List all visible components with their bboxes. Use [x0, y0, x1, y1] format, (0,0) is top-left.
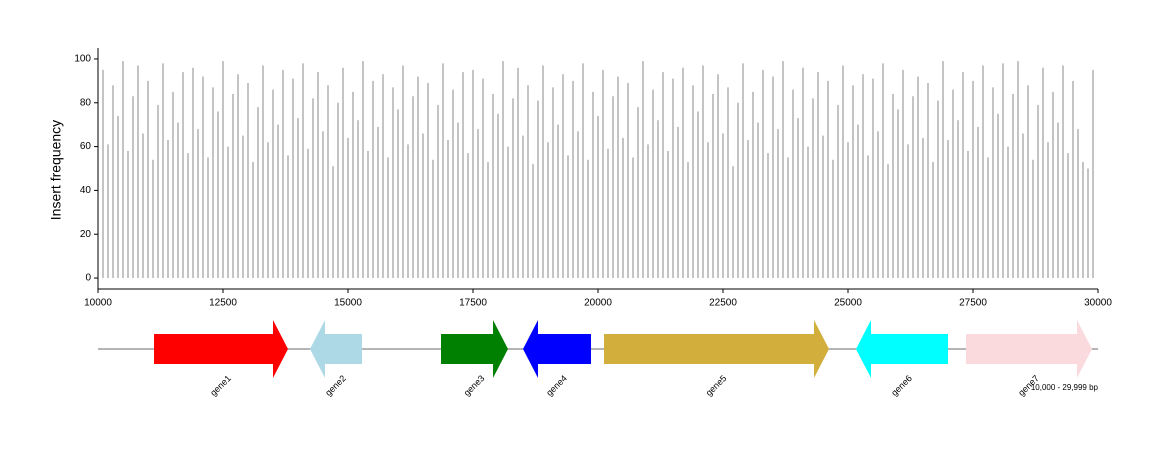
gene-label: gene1: [208, 373, 233, 398]
x-tick-label: 27500: [959, 298, 987, 309]
y-tick-label: 0: [85, 273, 91, 284]
gene-arrow: [604, 320, 829, 378]
gene-label: gene2: [323, 373, 348, 398]
region-label: 10,000 - 29,999 bp: [1031, 383, 1099, 392]
gene-arrow: [310, 320, 362, 378]
x-tick-label: 12500: [209, 298, 237, 309]
gene-arrow: [966, 320, 1092, 378]
y-axis-label: Insert frequency: [48, 120, 64, 220]
x-tick-label: 15000: [334, 298, 362, 309]
gene-arrow: [856, 320, 948, 378]
x-tick-label: 17500: [459, 298, 487, 309]
gene-arrow: [154, 320, 288, 378]
gene-label: gene5: [704, 373, 729, 398]
gene-arrow: [441, 320, 508, 378]
gene-label: gene3: [462, 373, 487, 398]
x-tick-label: 22500: [709, 298, 737, 309]
x-tick-label: 25000: [834, 298, 862, 309]
x-tick-label: 10000: [84, 298, 112, 309]
y-tick-label: 20: [80, 229, 92, 240]
y-tick-label: 40: [80, 185, 92, 196]
gene-label: gene6: [889, 373, 914, 398]
x-tick-label: 20000: [584, 298, 612, 309]
y-tick-label: 60: [80, 141, 92, 152]
gene-label: gene4: [544, 373, 569, 398]
y-tick-label: 100: [74, 54, 91, 65]
x-tick-label: 30000: [1084, 298, 1112, 309]
y-tick-label: 80: [80, 97, 92, 108]
gene-arrow: [523, 320, 591, 378]
